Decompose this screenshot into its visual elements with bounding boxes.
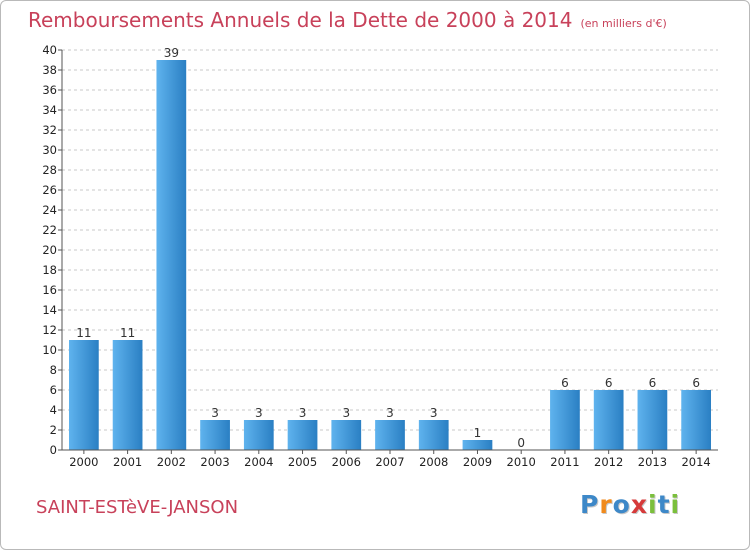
data-label-2007: 3	[386, 406, 394, 420]
data-label-2012: 6	[605, 376, 613, 390]
bar-2001	[112, 340, 143, 450]
x-tick-label-2010: 2010	[507, 455, 536, 469]
bar-2013	[637, 390, 668, 450]
data-label-2001: 11	[120, 326, 135, 340]
y-tick-label: 32	[42, 123, 57, 137]
logo-letter: P	[580, 490, 600, 519]
logo-letter: i	[648, 490, 658, 519]
logo-letter: x	[630, 490, 648, 519]
y-tick-label: 22	[42, 223, 57, 237]
bar-2003	[200, 420, 230, 450]
bar-2007	[375, 420, 405, 450]
commune-name: SAINT-ESTèVE-JANSON	[36, 497, 239, 518]
x-tick-label-2014: 2014	[681, 455, 710, 469]
bar-2014	[681, 390, 712, 450]
x-tick-label-2000: 2000	[69, 455, 98, 469]
bar-2008	[418, 420, 449, 450]
bar-2000	[68, 340, 99, 450]
y-tick-label: 38	[42, 63, 57, 77]
y-tick-label: 4	[50, 403, 57, 417]
x-tick-label-2009: 2009	[463, 455, 492, 469]
bar-2011	[550, 390, 580, 450]
data-label-2002: 39	[164, 46, 179, 60]
data-label-2008: 3	[430, 406, 438, 420]
logo-letter: t	[657, 490, 671, 519]
axes	[58, 49, 718, 454]
y-tick-label: 34	[42, 103, 57, 117]
x-tick-label-2003: 2003	[200, 455, 229, 469]
logo-letter: r	[599, 490, 613, 519]
data-label-2009: 1	[474, 426, 482, 440]
x-tick-label-2008: 2008	[419, 455, 448, 469]
y-tick-label: 20	[42, 243, 57, 257]
proxiti-logo: Proxiti	[580, 490, 680, 519]
bar-2006	[331, 420, 362, 450]
bar-2012	[593, 390, 624, 450]
chart-title-text: Remboursements Annuels de la Dette de 20…	[28, 8, 573, 32]
data-label-2005: 3	[299, 406, 307, 420]
data-label-2014: 6	[692, 376, 700, 390]
y-tick-label: 2	[50, 423, 57, 437]
x-tick-label-2007: 2007	[375, 455, 404, 469]
data-label-2011: 6	[561, 376, 569, 390]
y-tick-label: 30	[42, 143, 57, 157]
y-tick-label: 36	[42, 83, 57, 97]
y-tick-label: 8	[50, 363, 57, 377]
bar-2004	[243, 420, 274, 450]
y-tick-label: 0	[50, 443, 57, 457]
x-tick-label-2005: 2005	[288, 455, 317, 469]
x-tick-label-2004: 2004	[244, 455, 273, 469]
x-tick-label-2012: 2012	[594, 455, 623, 469]
data-label-2003: 3	[211, 406, 219, 420]
x-tick-label-2002: 2002	[157, 455, 186, 469]
data-label-2013: 6	[649, 376, 657, 390]
bar-2005	[287, 420, 318, 450]
data-label-2010: 0	[517, 436, 525, 450]
y-tick-label: 14	[42, 303, 57, 317]
x-tick-label-2013: 2013	[638, 455, 667, 469]
logo-letter: i	[670, 490, 681, 519]
labels: 0246810121416182022242628303234363840112…	[42, 43, 710, 469]
y-tick-label: 24	[42, 203, 57, 217]
y-tick-label: 6	[50, 383, 57, 397]
y-tick-label: 12	[42, 323, 57, 337]
bars	[68, 60, 712, 450]
chart-title: Remboursements Annuels de la Dette de 20…	[28, 8, 667, 32]
y-tick-label: 18	[42, 263, 57, 277]
data-label-2006: 3	[342, 406, 350, 420]
data-label-2000: 11	[76, 326, 91, 340]
y-tick-label: 26	[42, 183, 57, 197]
x-tick-label-2011: 2011	[550, 455, 579, 469]
y-tick-label: 10	[42, 343, 57, 357]
y-tick-label: 28	[42, 163, 57, 177]
data-label-2004: 3	[255, 406, 263, 420]
y-tick-label: 16	[42, 283, 57, 297]
logo-letter: o	[612, 490, 631, 519]
x-tick-label-2001: 2001	[113, 455, 142, 469]
y-tick-label: 40	[42, 43, 57, 57]
chart-unit: (en milliers d'€)	[580, 17, 667, 30]
bar-2002	[156, 60, 187, 450]
bar-2009	[462, 440, 493, 450]
x-tick-label-2006: 2006	[332, 455, 361, 469]
